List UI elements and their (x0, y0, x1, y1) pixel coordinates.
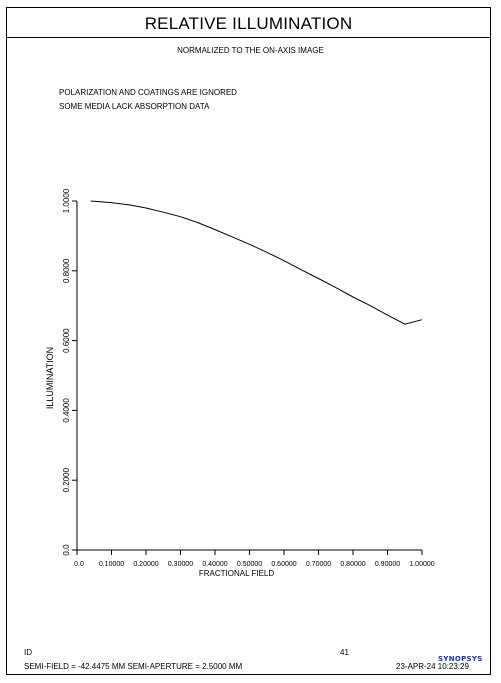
x-ticks: 0.0 0.10000 0.20000 0.30000 0.40000 0.50000 0.… (74, 550, 435, 568)
y-tick-label: 0.0 (62, 544, 71, 556)
footer-id: ID (24, 648, 32, 657)
x-tick-label: 0.70000 (306, 561, 331, 568)
x-tick-label: 0.30000 (168, 561, 193, 568)
x-tick-label: 0.10000 (99, 561, 124, 568)
y-tick-label: 0.8000 (62, 258, 71, 283)
y-tick-label: 0.4000 (62, 398, 71, 423)
footer-page-number: 41 (340, 648, 349, 657)
footer-datetime: 23-APR-24 10:23:29 (396, 662, 469, 671)
synopsys-logo: SYNOPSYS (438, 655, 483, 663)
footer-semi-field: SEMI-FIELD = -42.4475 MM SEMI-APERTURE =… (24, 662, 243, 671)
chart-title: RELATIVE ILLUMINATION (144, 14, 353, 33)
chart-subtitle: NORMALIZED TO THE ON-AXIS IMAGE (177, 46, 324, 55)
x-tick-label: 0.60000 (271, 561, 296, 568)
x-tick-label: 0.90000 (375, 561, 400, 568)
x-axis-label: FRACTIONAL FIELD (199, 569, 274, 578)
x-tick-label: 1.00000 (409, 561, 434, 568)
x-tick-label: 0.20000 (133, 561, 158, 568)
x-tick-label: 0.40000 (202, 561, 227, 568)
y-tick-label: 0.6000 (62, 328, 71, 353)
note-polarization: POLARIZATION AND COATINGS ARE IGNORED (59, 88, 237, 97)
chart-axes (76, 201, 422, 551)
illumination-series-line (90, 200, 423, 325)
y-axis-label: ILLUMINATION (45, 347, 55, 409)
y-ticks: 0.0 0.2000 0.4000 0.6000 0.8000 1.0000 (62, 188, 77, 556)
title-bar: RELATIVE ILLUMINATION (6, 7, 491, 38)
y-tick-label: 1.0000 (62, 188, 71, 213)
x-tick-label: 0.50000 (237, 561, 262, 568)
note-absorption: SOME MEDIA LACK ABSORPTION DATA (59, 102, 210, 111)
y-tick-label: 0.2000 (62, 467, 71, 492)
series-group (90, 200, 423, 325)
x-tick-label: 0.80000 (340, 561, 365, 568)
x-tick-label: 0.0 (74, 561, 84, 568)
